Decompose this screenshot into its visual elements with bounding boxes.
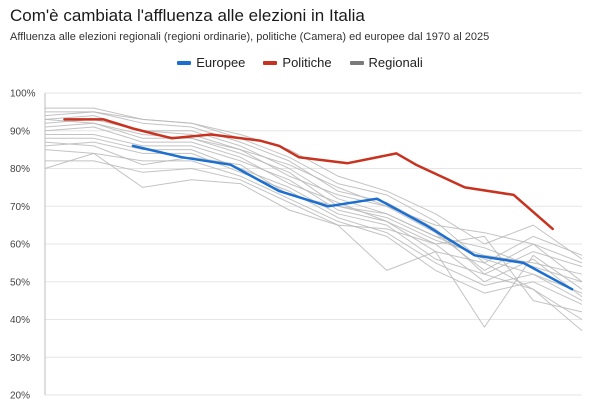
chart-subtitle: Affluenza alle elezioni regionali (regio… bbox=[10, 31, 490, 43]
legend-label-regionali: Regionali bbox=[368, 55, 423, 70]
y-axis-ticks: 20% 30% 40% 50% 60% 70% 80% 90% 100% bbox=[10, 89, 36, 400]
y-tick-label-50: 50% bbox=[10, 277, 30, 288]
legend-label-politiche: Politiche bbox=[282, 55, 332, 70]
y-tick-label-80: 80% bbox=[10, 164, 30, 175]
y-tick-label-60: 60% bbox=[10, 240, 30, 251]
series-line-regionali-13 bbox=[44, 152, 583, 313]
chart-gridlines bbox=[44, 92, 582, 396]
legend-swatch-europee bbox=[177, 60, 192, 65]
legend-item-regionali: Regionali bbox=[349, 55, 423, 70]
series-line-regionali-3 bbox=[44, 111, 583, 260]
y-tick-label-90: 90% bbox=[10, 126, 30, 137]
series-main bbox=[63, 118, 574, 291]
series-line-regionali-6 bbox=[44, 122, 583, 275]
series-line-regionali-8 bbox=[45, 134, 583, 328]
series-line-regionali-15 bbox=[44, 118, 583, 264]
series-line-regionali-11 bbox=[44, 149, 583, 305]
chart-title: Com'è cambiata l'affluenza alle elezioni… bbox=[10, 6, 365, 25]
y-tick-label-20: 20% bbox=[10, 391, 30, 400]
series-regionali bbox=[44, 107, 583, 332]
y-tick-label-40: 40% bbox=[10, 315, 30, 326]
legend-swatch-regionali bbox=[349, 60, 364, 65]
series-line-regionali-10 bbox=[44, 141, 583, 302]
series-line-regionali-7 bbox=[44, 126, 583, 298]
y-tick-label-30: 30% bbox=[10, 353, 30, 364]
legend-item-politiche: Politiche bbox=[263, 55, 332, 70]
series-line-europee bbox=[131, 144, 574, 291]
chart-legend: Europee Politiche Regionali bbox=[0, 55, 600, 70]
legend-label-europee: Europee bbox=[196, 55, 246, 70]
y-tick-label-100: 100% bbox=[10, 89, 36, 100]
y-tick-label-70: 70% bbox=[10, 202, 30, 213]
legend-item-europee: Europee bbox=[177, 55, 245, 70]
series-line-regionali-12 bbox=[45, 160, 583, 320]
legend-swatch-politiche bbox=[263, 60, 278, 65]
series-line-politiche bbox=[63, 118, 554, 231]
